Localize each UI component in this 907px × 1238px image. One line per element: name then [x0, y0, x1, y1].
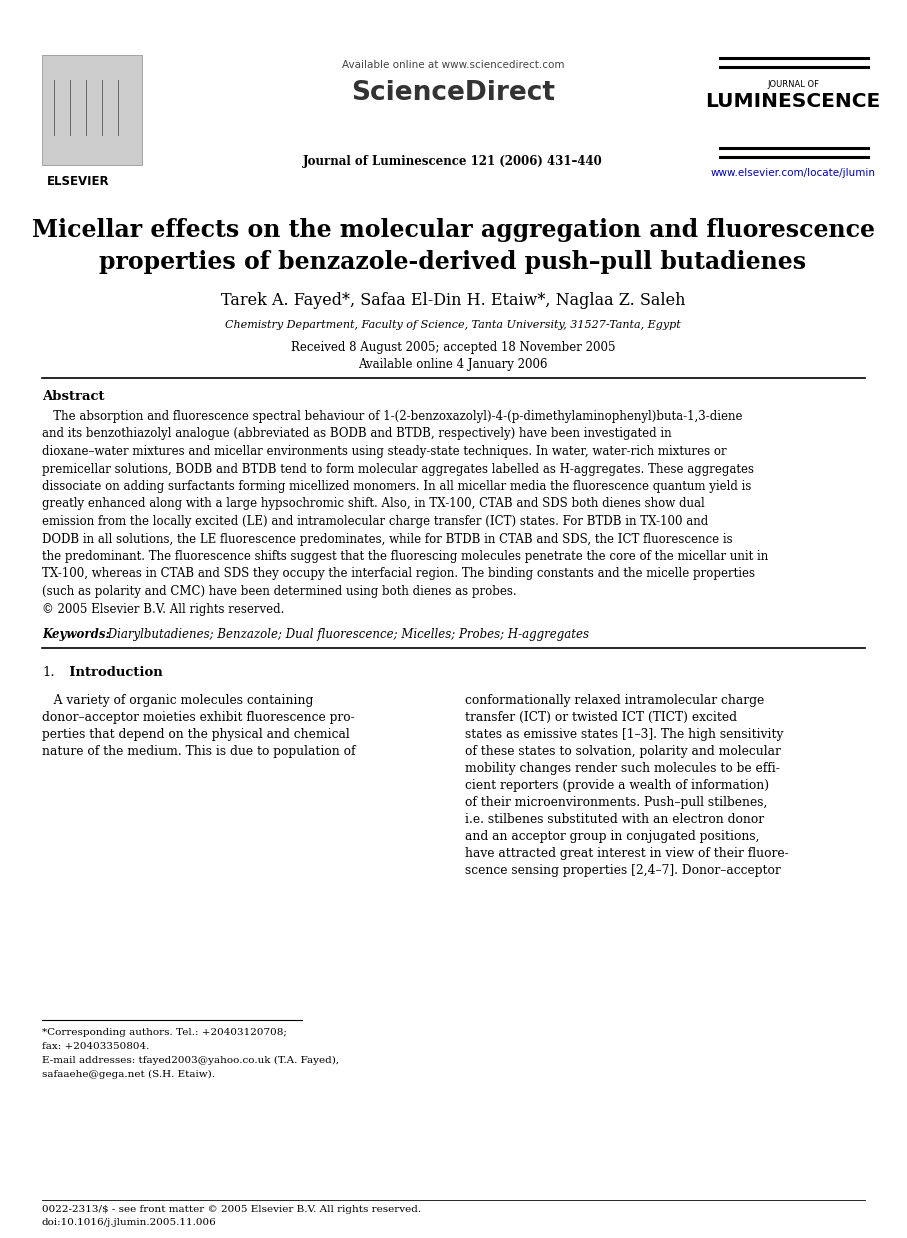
Text: perties that depend on the physical and chemical: perties that depend on the physical and …	[42, 728, 350, 742]
Text: conformationally relaxed intramolecular charge: conformationally relaxed intramolecular …	[465, 695, 765, 707]
Text: Journal of Luminescence 121 (2006) 431–440: Journal of Luminescence 121 (2006) 431–4…	[303, 155, 603, 168]
Text: Tarek A. Fayed*, Safaa El-Din H. Etaiw*, Naglaa Z. Saleh: Tarek A. Fayed*, Safaa El-Din H. Etaiw*,…	[220, 292, 686, 310]
Text: transfer (ICT) or twisted ICT (TICT) excited: transfer (ICT) or twisted ICT (TICT) exc…	[465, 711, 737, 724]
Text: mobility changes render such molecules to be effi-: mobility changes render such molecules t…	[465, 763, 780, 775]
Text: Keywords:: Keywords:	[42, 628, 110, 641]
Text: ELSEVIER: ELSEVIER	[47, 175, 110, 188]
Text: Introduction: Introduction	[60, 666, 162, 678]
Text: DODB in all solutions, the LE fluorescence predominates, while for BTDB in CTAB : DODB in all solutions, the LE fluorescen…	[42, 532, 733, 546]
Text: greatly enhanced along with a large hypsochromic shift. Also, in TX-100, CTAB an: greatly enhanced along with a large hyps…	[42, 498, 705, 510]
Text: Available online at www.sciencedirect.com: Available online at www.sciencedirect.co…	[342, 59, 564, 71]
Text: properties of benzazole-derived push–pull butadienes: properties of benzazole-derived push–pul…	[100, 250, 806, 274]
Text: 0022-2313/$ - see front matter © 2005 Elsevier B.V. All rights reserved.: 0022-2313/$ - see front matter © 2005 El…	[42, 1205, 421, 1214]
Text: ScienceDirect: ScienceDirect	[351, 80, 555, 106]
Bar	[42, 54, 142, 165]
Text: cient reporters (provide a wealth of information): cient reporters (provide a wealth of inf…	[465, 779, 769, 792]
Text: *Corresponding authors. Tel.: +20403120708;: *Corresponding authors. Tel.: +204031207…	[42, 1028, 287, 1037]
Text: scence sensing properties [2,4–7]. Donor–acceptor: scence sensing properties [2,4–7]. Donor…	[465, 864, 781, 877]
Text: i.e. stilbenes substituted with an electron donor: i.e. stilbenes substituted with an elect…	[465, 813, 764, 826]
Text: doi:10.1016/j.jlumin.2005.11.006: doi:10.1016/j.jlumin.2005.11.006	[42, 1218, 217, 1227]
Text: have attracted great interest in view of their fluore-: have attracted great interest in view of…	[465, 847, 789, 860]
Text: E-mail addresses: tfayed2003@yahoo.co.uk (T.A. Fayed),: E-mail addresses: tfayed2003@yahoo.co.uk…	[42, 1056, 339, 1065]
Text: Diarylbutadienes; Benzazole; Dual fluorescence; Micelles; Probes; H-aggregates: Diarylbutadienes; Benzazole; Dual fluore…	[104, 628, 589, 641]
Text: The absorption and fluorescence spectral behaviour of 1-(2-benzoxazolyl)-4-(p-di: The absorption and fluorescence spectral…	[42, 410, 743, 423]
Text: TX-100, whereas in CTAB and SDS they occupy the interfacial region. The binding : TX-100, whereas in CTAB and SDS they occ…	[42, 567, 755, 581]
Text: LUMINESCENCE: LUMINESCENCE	[706, 92, 881, 111]
Text: of their microenvironments. Push–pull stilbenes,: of their microenvironments. Push–pull st…	[465, 796, 767, 808]
Text: premicellar solutions, BODB and BTDB tend to form molecular aggregates labelled : premicellar solutions, BODB and BTDB ten…	[42, 463, 754, 475]
Text: and its benzothiazolyl analogue (abbreviated as BODB and BTDB, respectively) hav: and its benzothiazolyl analogue (abbrevi…	[42, 427, 671, 441]
Text: (such as polarity and CMC) have been determined using both dienes as probes.: (such as polarity and CMC) have been det…	[42, 586, 517, 598]
Text: of these states to solvation, polarity and molecular: of these states to solvation, polarity a…	[465, 745, 781, 758]
Text: states as emissive states [1–3]. The high sensitivity: states as emissive states [1–3]. The hig…	[465, 728, 784, 742]
Text: A variety of organic molecules containing: A variety of organic molecules containin…	[42, 695, 314, 707]
Text: Micellar effects on the molecular aggregation and fluorescence: Micellar effects on the molecular aggreg…	[32, 218, 874, 241]
Text: www.elsevier.com/locate/jlumin: www.elsevier.com/locate/jlumin	[710, 168, 875, 178]
Text: donor–acceptor moieties exhibit fluorescence pro-: donor–acceptor moieties exhibit fluoresc…	[42, 711, 355, 724]
Text: 1.: 1.	[42, 666, 54, 678]
Text: dioxane–water mixtures and micellar environments using steady-state techniques. : dioxane–water mixtures and micellar envi…	[42, 444, 727, 458]
Text: dissociate on adding surfactants forming micellized monomers. In all micellar me: dissociate on adding surfactants forming…	[42, 480, 751, 493]
Text: fax: +20403350804.: fax: +20403350804.	[42, 1042, 150, 1051]
Text: and an acceptor group in conjugated positions,: and an acceptor group in conjugated posi…	[465, 829, 759, 843]
Text: Abstract: Abstract	[42, 390, 104, 404]
Text: Received 8 August 2005; accepted 18 November 2005: Received 8 August 2005; accepted 18 Nove…	[291, 340, 615, 354]
Text: Available online 4 January 2006: Available online 4 January 2006	[358, 358, 548, 371]
Text: emission from the locally excited (LE) and intramolecular charge transfer (ICT) : emission from the locally excited (LE) a…	[42, 515, 708, 527]
Text: nature of the medium. This is due to population of: nature of the medium. This is due to pop…	[42, 745, 356, 758]
Text: safaaehe@gega.net (S.H. Etaiw).: safaaehe@gega.net (S.H. Etaiw).	[42, 1070, 215, 1080]
Text: © 2005 Elsevier B.V. All rights reserved.: © 2005 Elsevier B.V. All rights reserved…	[42, 603, 285, 615]
Text: Chemistry Department, Faculty of Science, Tanta University, 31527-Tanta, Egypt: Chemistry Department, Faculty of Science…	[225, 319, 681, 331]
Text: JOURNAL OF: JOURNAL OF	[767, 80, 819, 89]
Text: the predominant. The fluorescence shifts suggest that the fluorescing molecules : the predominant. The fluorescence shifts…	[42, 550, 768, 563]
